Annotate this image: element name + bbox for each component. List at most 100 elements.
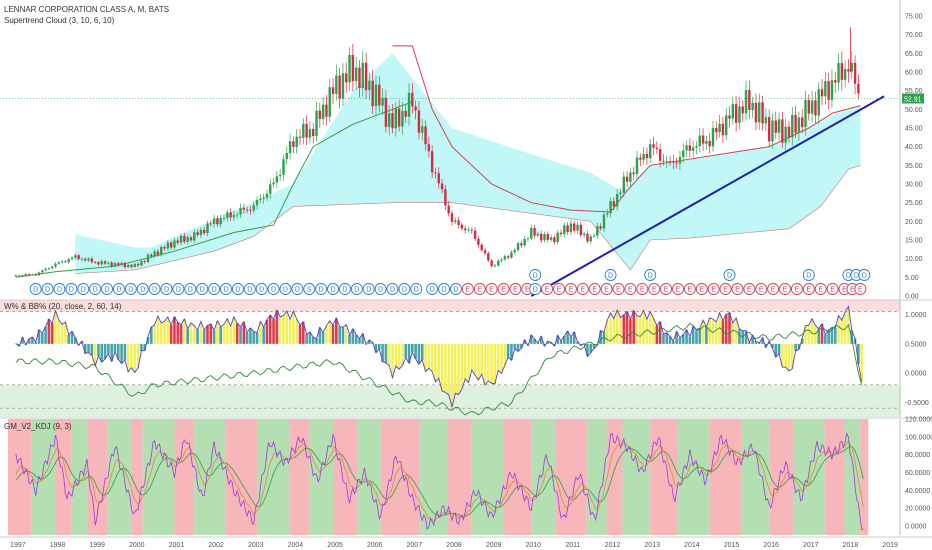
bb-histogram-bar bbox=[648, 311, 652, 344]
event-marker-label: D bbox=[378, 287, 383, 294]
event-marker bbox=[438, 283, 451, 295]
bb-histogram-bar bbox=[318, 327, 322, 344]
candle-body bbox=[216, 218, 219, 225]
candle-body bbox=[487, 253, 490, 261]
bb-histogram-bar bbox=[632, 310, 636, 344]
event-marker bbox=[362, 283, 375, 295]
candle-body bbox=[668, 161, 672, 162]
candle-body bbox=[348, 54, 351, 83]
bb-histogram-bar bbox=[774, 343, 778, 358]
candle-body bbox=[698, 135, 701, 147]
event-marker bbox=[683, 283, 696, 295]
bb-histogram-bar bbox=[824, 334, 827, 344]
event-marker bbox=[600, 283, 613, 295]
bb-histogram-bar bbox=[295, 319, 298, 344]
candle-body bbox=[573, 223, 576, 231]
bb-histogram-bar bbox=[434, 343, 437, 382]
candle-body bbox=[318, 110, 322, 119]
dividend-marker bbox=[723, 269, 736, 281]
bb-histogram-bar bbox=[150, 327, 153, 344]
bb-histogram-bar bbox=[658, 321, 662, 344]
bb-histogram-bar bbox=[688, 336, 692, 344]
candle-body bbox=[183, 235, 186, 242]
year-tick-label: 2015 bbox=[724, 542, 740, 549]
candle-body bbox=[328, 87, 331, 117]
supertrend-cloud bbox=[75, 53, 861, 274]
bb-histogram-bar bbox=[103, 343, 107, 360]
bb-histogram-bar bbox=[37, 329, 41, 344]
year-tick-label: 2009 bbox=[486, 542, 502, 549]
event-marker-label: D bbox=[430, 287, 435, 294]
candle-body bbox=[93, 262, 97, 263]
event-marker-label: D bbox=[212, 287, 217, 294]
bb-histogram-bar bbox=[467, 343, 470, 383]
candle-body bbox=[810, 100, 814, 114]
event-marker bbox=[327, 283, 339, 295]
year-tick-label: 2004 bbox=[288, 542, 304, 549]
candle-body bbox=[454, 220, 457, 222]
year-tick-label: 2003 bbox=[248, 542, 264, 549]
bb-histogram-bar bbox=[619, 317, 622, 344]
bb-histogram-bar bbox=[490, 343, 493, 384]
event-marker-label: D bbox=[259, 287, 264, 294]
bb-histogram-bar bbox=[602, 332, 606, 344]
candle-body bbox=[44, 268, 47, 271]
kdj-band bbox=[471, 419, 504, 535]
candle-body bbox=[341, 73, 345, 99]
event-marker bbox=[267, 283, 280, 295]
bb-histogram-bar bbox=[140, 343, 143, 351]
candle-body bbox=[814, 100, 817, 116]
candle-body bbox=[321, 104, 325, 119]
event-marker-label: D bbox=[533, 287, 538, 294]
bb-histogram-bar bbox=[506, 343, 510, 358]
candle-body bbox=[84, 258, 87, 261]
candle-body bbox=[272, 182, 275, 185]
candle-body bbox=[738, 106, 741, 123]
candle-body bbox=[857, 83, 860, 94]
bb-histogram-bar bbox=[394, 343, 398, 366]
candle-body bbox=[649, 144, 652, 159]
chart-title: LENNAR CORPORATION CLASS A, M, BATS bbox=[4, 5, 169, 14]
event-marker bbox=[564, 283, 577, 295]
candle-body bbox=[761, 102, 764, 124]
event-marker bbox=[160, 283, 173, 295]
event-marker-label: D bbox=[140, 287, 145, 294]
candle-body bbox=[837, 63, 840, 83]
bb-histogram-bar bbox=[292, 311, 295, 344]
candle-body bbox=[351, 54, 355, 82]
bb-histogram-bar bbox=[728, 312, 731, 344]
candle-body bbox=[543, 233, 546, 241]
candle-body bbox=[748, 90, 751, 111]
event-marker-label: E bbox=[830, 287, 835, 294]
event-marker-label: D bbox=[331, 287, 336, 294]
event-marker-label: E bbox=[858, 287, 863, 294]
indicator-label: Supertrend Cloud (3, 10, 6, 10) bbox=[4, 16, 115, 25]
bb-histogram-bar bbox=[192, 325, 196, 344]
bb-histogram-bar bbox=[622, 314, 626, 344]
bb-histogram-bar bbox=[156, 316, 160, 344]
bb-histogram-bar bbox=[83, 343, 87, 354]
bb-histogram-bar bbox=[176, 322, 180, 344]
candle-body bbox=[711, 128, 715, 147]
bb-histogram-bar bbox=[252, 331, 256, 344]
event-marker-label: D bbox=[442, 287, 447, 294]
candle-body bbox=[804, 100, 807, 128]
kdj-band bbox=[650, 419, 678, 535]
candle-body bbox=[642, 153, 645, 160]
event-marker-label: D bbox=[271, 287, 276, 294]
bb-histogram-bar bbox=[397, 343, 401, 370]
bb-histogram-bar bbox=[556, 335, 560, 344]
candle-body bbox=[77, 255, 80, 260]
event-marker bbox=[497, 283, 510, 295]
candle-body bbox=[457, 220, 460, 225]
bb-histogram-bar bbox=[196, 329, 199, 344]
bb-histogram-bar bbox=[639, 316, 642, 344]
bb-histogram-bar bbox=[216, 320, 219, 344]
bb-histogram-bar bbox=[64, 322, 67, 344]
event-marker bbox=[767, 283, 780, 295]
bb-histogram-bar bbox=[206, 325, 209, 344]
bb-histogram-bar bbox=[163, 321, 166, 344]
bb-histogram-bar bbox=[751, 335, 754, 344]
event-marker-label: E bbox=[489, 287, 494, 294]
candle-body bbox=[629, 172, 632, 182]
